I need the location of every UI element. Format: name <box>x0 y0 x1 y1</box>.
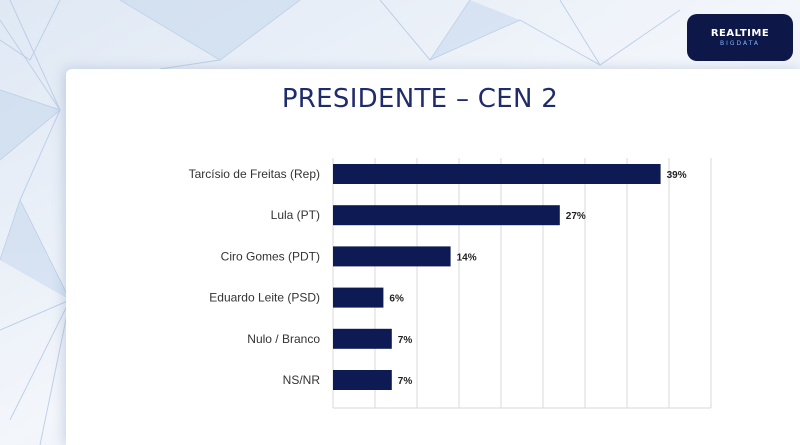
data-label: 39% <box>667 170 687 181</box>
bar <box>333 370 392 390</box>
category-label: Nulo / Branco <box>247 332 320 346</box>
realtime-bigdata-logo: REALTIME BIGDATA <box>687 14 793 61</box>
data-label: 27% <box>566 211 586 222</box>
logo-text-bottom: BIGDATA <box>720 39 760 47</box>
logo-text-top: REALTIME <box>710 27 770 39</box>
chart-title: PRESIDENTE – CEN 2 <box>281 84 559 114</box>
category-label: Eduardo Leite (PSD) <box>209 291 320 305</box>
category-label: Lula (PT) <box>271 208 320 222</box>
category-label: Tarcísio de Freitas (Rep) <box>189 167 320 181</box>
category-label: NS/NR <box>283 373 321 387</box>
bar <box>333 164 661 184</box>
data-label: 7% <box>398 335 413 346</box>
bar <box>333 287 384 308</box>
bar <box>333 246 451 267</box>
data-label: 6% <box>389 294 404 305</box>
data-label: 14% <box>457 252 477 263</box>
bar <box>333 328 392 349</box>
bar <box>333 205 560 226</box>
data-label: 7% <box>398 376 413 387</box>
category-label: Ciro Gomes (PDT) <box>221 249 320 263</box>
